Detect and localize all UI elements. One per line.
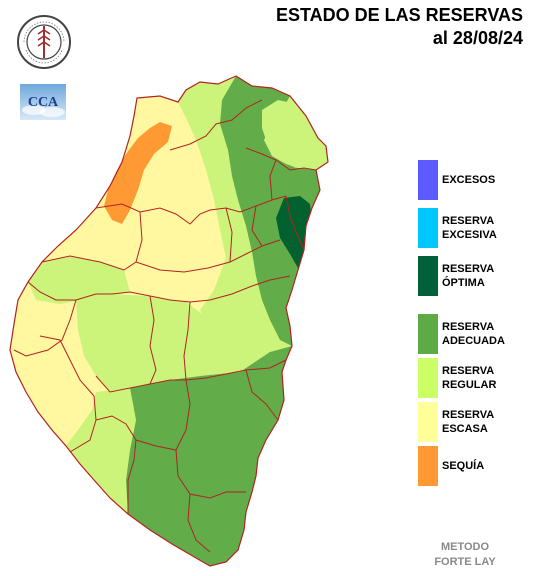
- department-borders: [13, 99, 317, 553]
- legend-item-reserva-escasa: RESERVA ESCASA: [418, 402, 528, 442]
- zone-sequia: [104, 122, 172, 224]
- legend-item-reserva-optima: RESERVA ÓPTIMA: [418, 256, 528, 296]
- legend-swatch-reserva-excesiva: [418, 208, 438, 248]
- legend-item-reserva-excesiva: RESERVA EXCESIVA: [418, 208, 528, 248]
- legend-label-reserva-excesiva: RESERVA EXCESIVA: [442, 215, 497, 241]
- legend-item-reserva-regular: RESERVA REGULAR: [418, 358, 528, 398]
- legend-item-reserva-adecuada: RESERVA ADECUADA: [418, 314, 528, 354]
- cca-logo: CCA: [20, 84, 66, 120]
- legend-item-sequia: SEQUÍA: [418, 446, 528, 486]
- zone-regular-north-west: [28, 256, 130, 304]
- zone-optima: [276, 196, 312, 268]
- svg-text:CCA: CCA: [28, 95, 59, 110]
- legend-label-reserva-regular: RESERVA REGULAR: [442, 365, 497, 391]
- zone-adecuada-south: [126, 346, 292, 566]
- method-note: METODO FORTE LAY: [434, 541, 496, 568]
- zone-regular-northeast: [262, 100, 316, 168]
- legend-label-reserva-optima: RESERVA ÓPTIMA: [442, 263, 495, 289]
- map-date: al 28/08/24: [432, 28, 523, 48]
- legend-swatch-sequia: [418, 446, 438, 486]
- bolsa-cereales-logo: [17, 15, 71, 69]
- legend-swatch-excesos: [418, 160, 438, 200]
- legend-label-excesos: EXCESOS: [442, 174, 496, 186]
- legend-swatch-reserva-adecuada: [418, 314, 438, 354]
- legend-swatch-reserva-optima: [418, 256, 438, 296]
- legend-label-reserva-adecuada: RESERVA ADECUADA: [442, 321, 505, 347]
- legend-swatch-reserva-escasa: [418, 402, 438, 442]
- legend-item-excesos: EXCESOS: [418, 160, 528, 200]
- zone-regular-center: [76, 294, 292, 392]
- legend-label-sequia: SEQUÍA: [442, 460, 485, 472]
- legend-label-reserva-escasa: RESERVA ESCASA: [442, 409, 495, 435]
- map-title: ESTADO DE LAS RESERVAS: [275, 5, 523, 25]
- legend-swatch-reserva-regular: [418, 358, 438, 398]
- province-outline: [9, 75, 329, 567]
